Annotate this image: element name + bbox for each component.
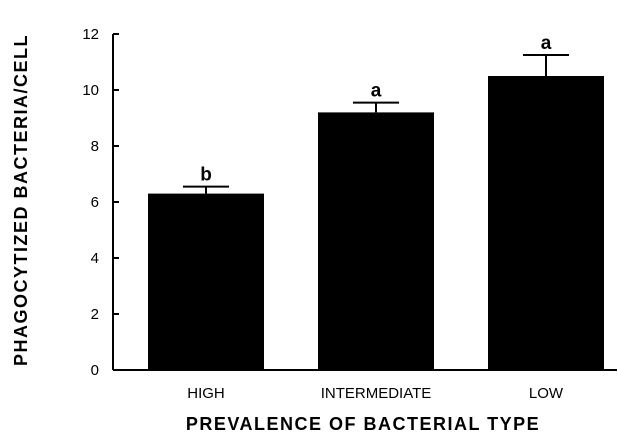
bar (488, 76, 604, 370)
x-axis-title: PREVALENCE OF BACTERIAL TYPE (186, 414, 540, 434)
x-axis: HIGH INTERMEDIATE LOW (113, 369, 617, 402)
y-tick-label: 10 (82, 82, 99, 99)
x-tick-label: INTERMEDIATE (321, 385, 432, 402)
y-tick-label: 6 (91, 194, 99, 211)
bars (148, 76, 604, 371)
error-bars (183, 54, 569, 194)
y-axis: 0 2 4 6 8 10 12 (82, 26, 119, 379)
significance-label: a (371, 81, 382, 102)
significance-label: a (541, 33, 552, 54)
y-tick-label: 0 (91, 362, 99, 379)
significance-labels: b a a (200, 33, 552, 186)
y-tick-label: 12 (82, 26, 99, 43)
bar (148, 193, 264, 370)
y-axis-title: PHAGOCYTIZED BACTERIA/CELL (11, 34, 31, 366)
y-tick-label: 4 (91, 250, 99, 267)
y-tick-label: 2 (91, 306, 99, 323)
significance-label: b (200, 165, 212, 186)
bar (318, 112, 434, 371)
x-tick-label: HIGH (187, 385, 225, 402)
x-tick-label: LOW (529, 385, 564, 402)
y-tick-label: 8 (91, 138, 99, 155)
